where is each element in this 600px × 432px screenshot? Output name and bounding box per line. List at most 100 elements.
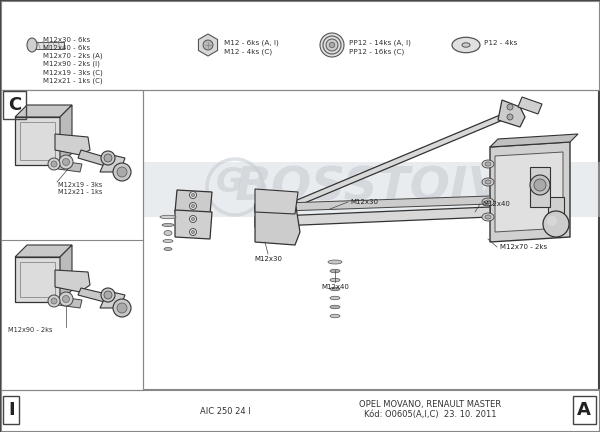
Text: M12 - 6ks (A, I)
M12 - 4ks (C): M12 - 6ks (A, I) M12 - 4ks (C) <box>224 40 279 55</box>
Circle shape <box>191 217 194 220</box>
Polygon shape <box>518 97 542 114</box>
Bar <box>143 162 600 217</box>
Polygon shape <box>495 152 563 232</box>
Circle shape <box>59 292 73 306</box>
Text: BOSSTOIV: BOSSTOIV <box>235 165 505 210</box>
Circle shape <box>48 158 60 170</box>
Polygon shape <box>255 196 490 212</box>
Circle shape <box>547 216 557 226</box>
Circle shape <box>320 33 344 57</box>
Polygon shape <box>295 110 512 207</box>
Text: M12x40: M12x40 <box>482 201 510 207</box>
Circle shape <box>507 104 513 110</box>
Bar <box>32 41 64 48</box>
Text: G: G <box>215 166 242 200</box>
Ellipse shape <box>482 160 494 168</box>
Text: A: A <box>577 401 591 419</box>
Polygon shape <box>55 270 90 292</box>
Text: M12x90 - 2ks: M12x90 - 2ks <box>8 327 52 333</box>
Polygon shape <box>60 245 72 302</box>
Ellipse shape <box>160 215 176 219</box>
Ellipse shape <box>330 278 340 282</box>
Circle shape <box>326 39 338 51</box>
Circle shape <box>203 40 213 50</box>
Ellipse shape <box>485 180 491 184</box>
Circle shape <box>113 163 131 181</box>
Ellipse shape <box>328 260 342 264</box>
Text: M12x70 - 2ks: M12x70 - 2ks <box>500 244 547 250</box>
Polygon shape <box>255 189 298 214</box>
Ellipse shape <box>330 287 340 291</box>
Text: M12x30: M12x30 <box>254 256 282 262</box>
Ellipse shape <box>330 314 340 318</box>
Bar <box>1 389 599 431</box>
Circle shape <box>507 114 513 120</box>
Circle shape <box>117 167 127 177</box>
Polygon shape <box>255 207 490 227</box>
Circle shape <box>191 194 194 197</box>
Text: I: I <box>8 401 14 419</box>
Polygon shape <box>15 105 72 117</box>
Bar <box>1 90 143 390</box>
Ellipse shape <box>162 223 174 226</box>
Circle shape <box>59 155 73 169</box>
Text: C: C <box>8 96 21 114</box>
Ellipse shape <box>452 37 480 53</box>
Polygon shape <box>78 150 115 168</box>
Ellipse shape <box>482 213 494 221</box>
Circle shape <box>534 179 546 191</box>
Polygon shape <box>175 210 212 239</box>
Circle shape <box>48 295 60 307</box>
Text: OPEL MOVANO, RENAULT MASTER: OPEL MOVANO, RENAULT MASTER <box>359 400 501 410</box>
Text: M12x30 - 6ks
M12x40 - 6ks
M12x70 - 2ks (A)
M12x90 - 2ks (I)
M12x19 - 3ks (C)
M12: M12x30 - 6ks M12x40 - 6ks M12x70 - 2ks (… <box>43 37 103 84</box>
Circle shape <box>113 299 131 317</box>
Circle shape <box>190 216 197 222</box>
Ellipse shape <box>462 43 470 47</box>
Circle shape <box>543 211 569 237</box>
Ellipse shape <box>163 239 173 242</box>
Text: PP12 - 14ks (A, I)
PP12 - 16ks (C): PP12 - 14ks (A, I) PP12 - 16ks (C) <box>349 40 411 55</box>
Ellipse shape <box>485 162 491 166</box>
Text: ®: ® <box>495 190 505 200</box>
Text: bars: bars <box>490 195 530 213</box>
Ellipse shape <box>164 231 172 235</box>
Text: M12x30: M12x30 <box>350 199 378 205</box>
Ellipse shape <box>164 248 172 251</box>
Circle shape <box>191 204 194 207</box>
Ellipse shape <box>482 178 494 186</box>
Polygon shape <box>530 167 550 207</box>
Polygon shape <box>490 134 578 147</box>
Ellipse shape <box>330 305 340 309</box>
Circle shape <box>51 298 57 304</box>
Circle shape <box>530 175 550 195</box>
Ellipse shape <box>27 38 37 52</box>
Polygon shape <box>548 197 564 219</box>
Polygon shape <box>15 117 60 165</box>
Ellipse shape <box>482 198 494 206</box>
Polygon shape <box>498 100 525 127</box>
Text: P12 - 4ks: P12 - 4ks <box>484 40 517 46</box>
Polygon shape <box>255 204 300 245</box>
Circle shape <box>190 191 197 198</box>
Polygon shape <box>58 161 82 172</box>
Circle shape <box>51 161 57 167</box>
Polygon shape <box>78 288 115 304</box>
Polygon shape <box>55 134 90 155</box>
Text: M12x19 - 3ks
M12x21 - 1ks: M12x19 - 3ks M12x21 - 1ks <box>58 182 103 196</box>
Ellipse shape <box>485 200 491 204</box>
Polygon shape <box>100 154 125 172</box>
Circle shape <box>190 203 197 210</box>
Polygon shape <box>199 34 218 56</box>
Polygon shape <box>100 291 125 308</box>
Circle shape <box>101 288 115 302</box>
Text: M12x40: M12x40 <box>321 284 349 290</box>
Circle shape <box>104 291 112 299</box>
Text: Kód: O0605(A,I,C)  23. 10. 2011: Kód: O0605(A,I,C) 23. 10. 2011 <box>364 410 496 419</box>
Circle shape <box>117 303 127 313</box>
Text: AIC 250 24 I: AIC 250 24 I <box>200 407 250 416</box>
Polygon shape <box>58 297 82 308</box>
Circle shape <box>329 42 335 48</box>
Polygon shape <box>15 257 60 302</box>
Bar <box>1 1 599 90</box>
Circle shape <box>190 229 197 235</box>
